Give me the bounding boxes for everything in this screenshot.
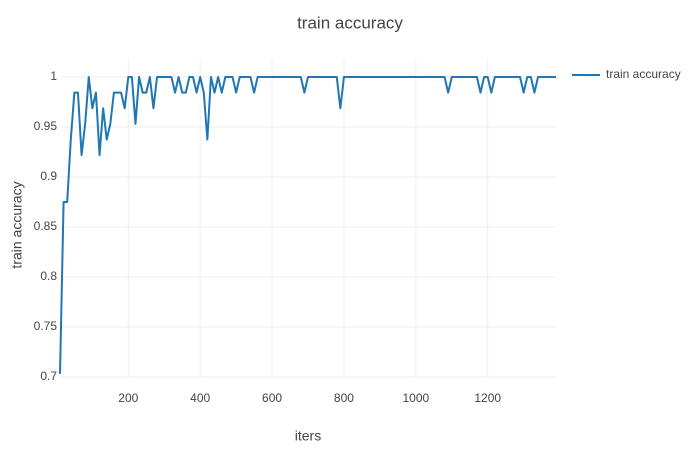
chart-title: train accuracy [297,13,403,32]
y-tick-label: 0.75 [34,319,58,333]
x-axis-title: iters [295,428,321,444]
y-tick-label: 0.85 [34,219,58,233]
x-tick-label: 1200 [474,391,501,405]
x-tick-label: 1000 [402,391,429,405]
x-tick-label: 600 [262,391,282,405]
legend-label: train accuracy [606,67,681,81]
series-line [59,76,556,374]
y-tick-label: 0.8 [40,269,57,283]
y-tick-label: 0.9 [40,169,57,183]
y-tick-label: 0.95 [34,119,58,133]
y-axis-title: train accuracy [9,181,25,268]
y-tick-label: 0.7 [40,369,57,383]
x-tick-label: 800 [334,391,354,405]
x-tick-label: 200 [118,391,138,405]
x-tick-label: 400 [190,391,210,405]
y-tick-label: 1 [50,69,57,83]
